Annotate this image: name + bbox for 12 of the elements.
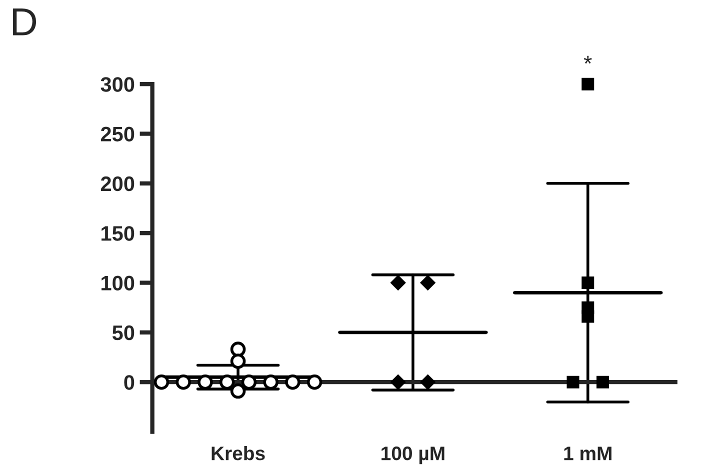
chart-title: D: [13, 8, 36, 36]
annotation: *: [584, 56, 592, 64]
x-tick-label: 100 µM: [382, 446, 444, 464]
y-tick-label: 100: [102, 276, 134, 291]
y-tick-label: 150: [102, 226, 134, 241]
y-tick-label: 0: [124, 375, 134, 390]
y-tick-label: 50: [112, 325, 134, 340]
x-tick-label: 1 mM: [564, 446, 612, 460]
x-tick-label: Krebs: [212, 446, 265, 460]
y-tick-label: 200: [100, 176, 134, 192]
y-tick-label: 250: [100, 126, 134, 142]
y-tick-label: 300: [100, 77, 134, 92]
